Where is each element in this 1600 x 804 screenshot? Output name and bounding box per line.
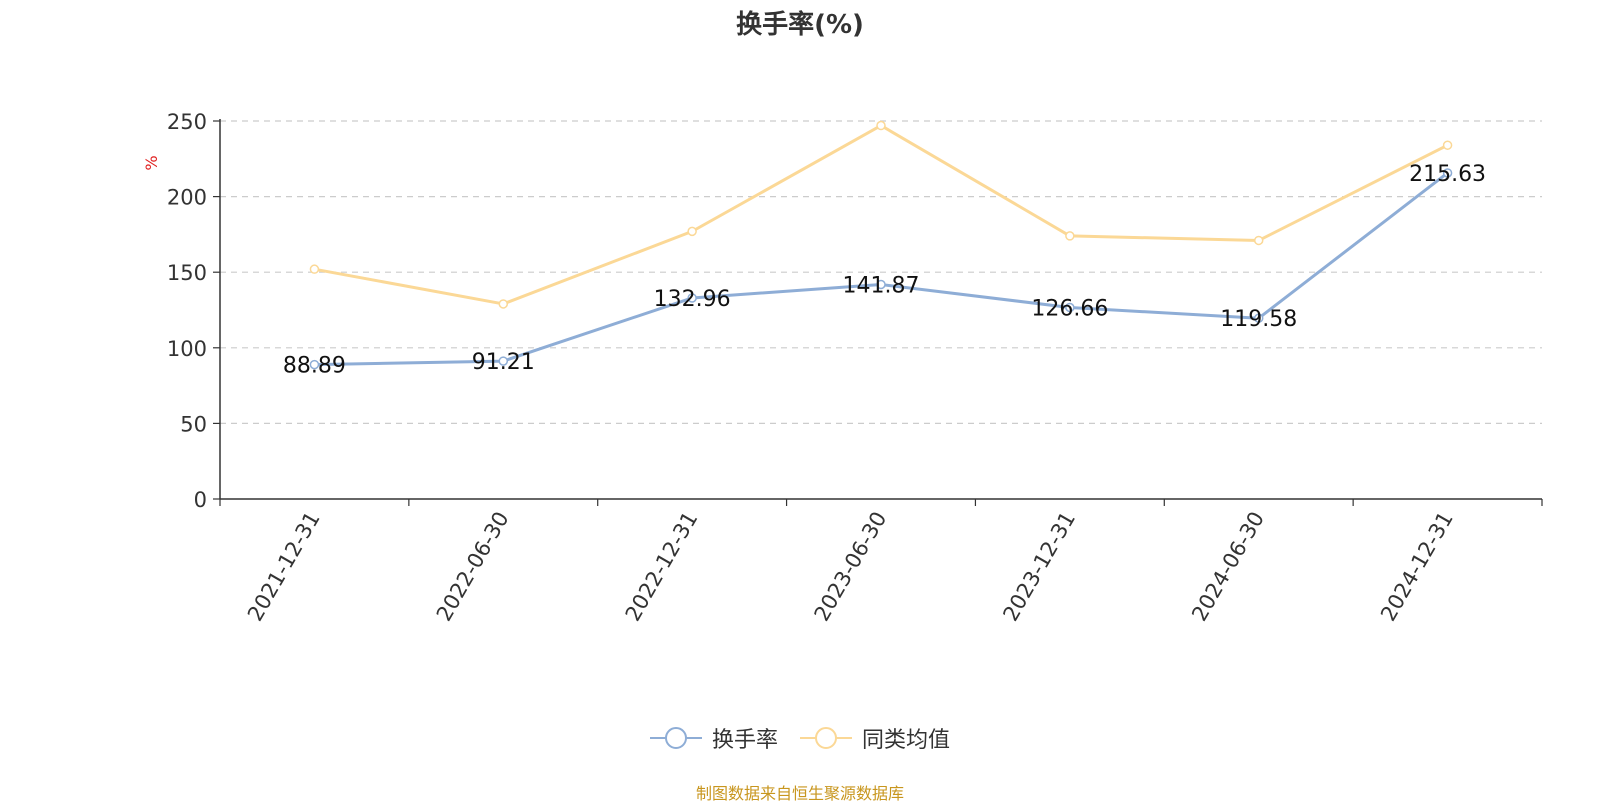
data-point — [876, 120, 886, 131]
data-point — [687, 293, 697, 303]
legend-marker-turnover-icon — [649, 727, 702, 749]
data-label: 88.89 — [283, 354, 346, 379]
legend-label-peer-average: 同类均值 — [862, 728, 951, 753]
data-point — [1442, 140, 1453, 150]
legend-item-peer-average[interactable]: 同类均值 — [800, 722, 950, 754]
x-tick-label: 2021-12-31 — [243, 508, 325, 626]
data-point — [1065, 231, 1075, 241]
legend-label-turnover: 换手率 — [711, 728, 778, 753]
data-point — [309, 264, 320, 274]
x-tick-label: 2024-12-31 — [1376, 508, 1458, 626]
data-label: 132.96 — [654, 287, 731, 312]
x-tick-label: 2023-12-31 — [998, 508, 1080, 626]
y-tick-label: 0 — [194, 488, 207, 512]
x-tick-label: 2022-12-31 — [621, 508, 703, 626]
source-note: 制图数据来自恒生聚源数据库 — [695, 784, 904, 803]
y-tick-label: 100 — [167, 337, 207, 361]
y-tick-label: 250 — [167, 110, 207, 134]
legend-item-turnover[interactable]: 换手率 — [649, 722, 778, 754]
data-labels: 88.89 91.21 132.96 141.87 126.66 119.58 215.63 — [283, 162, 1486, 379]
data-label: 141.87 — [843, 273, 920, 298]
x-tick-label: 2024-06-30 — [1187, 508, 1269, 626]
y-tick-label: 200 — [167, 186, 207, 210]
series-line-0 — [314, 171, 1449, 367]
data-point — [687, 226, 697, 237]
data-point — [1442, 168, 1453, 178]
legend-marker-peer-average-icon — [800, 727, 852, 749]
legend: 换手率 同类均值 — [0, 722, 1600, 754]
data-point — [876, 279, 886, 290]
series — [309, 120, 1453, 370]
data-point — [1253, 235, 1264, 246]
data-label: 215.63 — [1409, 162, 1486, 187]
y-axis-label: % — [142, 155, 161, 170]
data-label: 119.58 — [1220, 307, 1297, 332]
data-point — [309, 359, 320, 370]
data-point — [498, 299, 509, 309]
data-point — [1065, 302, 1075, 313]
data-point — [1253, 313, 1264, 323]
grid-lines — [220, 120, 1542, 424]
x-tick-label: 2022-06-30 — [432, 508, 514, 626]
x-tick-label: 2023-06-30 — [810, 508, 892, 626]
data-point — [498, 356, 509, 366]
y-tick-label: 150 — [167, 261, 207, 285]
axes: 0 50 100 150 200 250 2021-12-31 2022-06-30 2022-… — [167, 110, 1543, 626]
data-label: 91.21 — [472, 350, 535, 375]
data-label: 126.66 — [1031, 296, 1108, 321]
chart-title: 换手率(%) — [736, 10, 864, 40]
y-tick-label: 50 — [180, 412, 207, 436]
